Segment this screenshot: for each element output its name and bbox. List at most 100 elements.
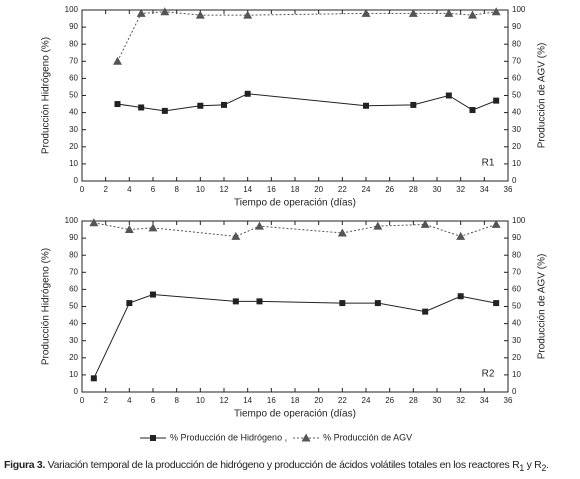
x-tick-label: 22 bbox=[338, 396, 347, 405]
annotation: R1 bbox=[482, 158, 495, 169]
data-point bbox=[256, 298, 263, 305]
y-tick-label: 100 bbox=[65, 5, 79, 14]
y2-tick-label: 90 bbox=[512, 233, 521, 242]
x-tick-label: 20 bbox=[314, 396, 323, 405]
x-tick-label: 24 bbox=[362, 185, 371, 194]
series-line bbox=[117, 11, 497, 62]
x-tick-label: 36 bbox=[504, 396, 513, 405]
y-tick-label: 50 bbox=[69, 302, 78, 311]
y2-tick-label: 60 bbox=[512, 74, 521, 83]
data-point bbox=[410, 101, 417, 108]
data-point bbox=[150, 291, 156, 298]
data-point bbox=[231, 231, 241, 240]
y-tick-label: 70 bbox=[69, 267, 78, 276]
chart: 0 2 4 6 8 10 12 14 16 18 20 22 24 26 28 30 32 34 360102030… bbox=[41, 5, 548, 442]
x-tick-label: 36 bbox=[504, 185, 513, 194]
data-point bbox=[457, 293, 464, 300]
series-line bbox=[117, 93, 497, 112]
y2-tick-label: 90 bbox=[512, 22, 521, 31]
x-tick-label: 8 bbox=[174, 185, 179, 194]
y-tick-label: 100 bbox=[65, 216, 79, 225]
data-point bbox=[337, 228, 347, 237]
x-tick-label: 26 bbox=[385, 185, 394, 194]
data-point bbox=[456, 231, 466, 240]
x-axis-title: Tiempo de operación (días) bbox=[234, 409, 356, 420]
plot-frame bbox=[81, 220, 509, 393]
data-point bbox=[408, 8, 418, 17]
data-point bbox=[373, 221, 383, 230]
x-tick-label: 10 bbox=[196, 185, 205, 194]
y-tick-label: 80 bbox=[69, 39, 78, 48]
data-point bbox=[138, 104, 145, 111]
caption-sub: 2 bbox=[541, 463, 547, 474]
x-tick-label: 26 bbox=[385, 396, 394, 405]
data-point bbox=[469, 107, 476, 114]
data-point bbox=[491, 7, 501, 16]
caption-text: . bbox=[546, 459, 549, 471]
data-point bbox=[136, 8, 146, 17]
y-tick-label: 30 bbox=[69, 336, 78, 345]
data-point bbox=[420, 219, 430, 228]
x-tick-label: 22 bbox=[338, 185, 347, 194]
caption: Figura 3. Variación temporal de la produ… bbox=[4, 459, 580, 473]
caption-text: y R bbox=[523, 459, 542, 471]
x-tick-label: 10 bbox=[196, 396, 205, 405]
data-point bbox=[232, 298, 239, 305]
data-point bbox=[195, 10, 205, 19]
x-tick-label: 6 bbox=[151, 396, 156, 405]
data-point bbox=[90, 375, 97, 382]
x-tick-label: 32 bbox=[456, 185, 465, 194]
data-point bbox=[243, 10, 253, 19]
plot-frame bbox=[81, 9, 509, 182]
annotation: R2 bbox=[482, 369, 495, 380]
x-tick-label: 2 bbox=[103, 396, 108, 405]
x-tick-label: 28 bbox=[409, 185, 418, 194]
data-point bbox=[491, 219, 501, 228]
x-tick-label: 12 bbox=[220, 396, 229, 405]
data-point bbox=[221, 101, 227, 108]
x-tick-label: 0 bbox=[80, 396, 85, 405]
x-tick-label: 16 bbox=[267, 396, 276, 405]
x-tick-label: 2 bbox=[103, 185, 108, 194]
y-axis-title: Producción Hidrógeno (%) bbox=[41, 248, 52, 365]
y-tick-label: 50 bbox=[69, 91, 78, 100]
x-tick-label: 18 bbox=[291, 185, 300, 194]
data-point bbox=[126, 300, 133, 307]
y-axis-title: Producción Hidrógeno (%) bbox=[41, 37, 52, 154]
data-point bbox=[244, 90, 251, 97]
data-point bbox=[361, 8, 371, 17]
data-point bbox=[160, 7, 170, 16]
data-point bbox=[197, 102, 204, 109]
y-tick-label: 40 bbox=[69, 108, 78, 117]
y-tick-label: 80 bbox=[69, 250, 78, 259]
y-tick-label: 20 bbox=[69, 142, 78, 151]
data-point bbox=[114, 101, 121, 108]
y2-axis-title: Producción de AGV (%) bbox=[537, 43, 548, 149]
data-point bbox=[124, 225, 134, 234]
x-tick-label: 24 bbox=[362, 396, 371, 405]
y2-tick-label: 80 bbox=[512, 250, 521, 259]
x-axis-title: Tiempo de operación (días) bbox=[234, 198, 356, 209]
x-tick-label: 4 bbox=[127, 185, 132, 194]
y2-tick-label: 60 bbox=[512, 285, 521, 294]
data-point bbox=[493, 300, 500, 307]
x-tick-label: 30 bbox=[433, 396, 442, 405]
x-tick-label: 8 bbox=[174, 396, 179, 405]
data-point bbox=[148, 223, 158, 232]
caption-label: Figura 3. bbox=[4, 459, 46, 471]
y2-tick-label: 80 bbox=[512, 39, 521, 48]
data-point bbox=[363, 102, 369, 109]
y2-tick-label: 70 bbox=[512, 267, 521, 276]
x-tick-label: 32 bbox=[456, 396, 465, 405]
y2-tick-label: 20 bbox=[512, 142, 521, 151]
x-tick-label: 20 bbox=[314, 185, 323, 194]
data-point bbox=[255, 221, 264, 230]
y2-tick-label: 0 bbox=[512, 387, 517, 396]
x-tick-label: 18 bbox=[291, 396, 300, 405]
x-tick-label: 34 bbox=[480, 185, 489, 194]
y-tick-label: 0 bbox=[74, 387, 79, 396]
y2-tick-label: 20 bbox=[512, 353, 521, 362]
y-tick-label: 10 bbox=[69, 159, 78, 168]
y2-tick-label: 70 bbox=[512, 56, 521, 65]
y-tick-label: 30 bbox=[69, 125, 78, 134]
